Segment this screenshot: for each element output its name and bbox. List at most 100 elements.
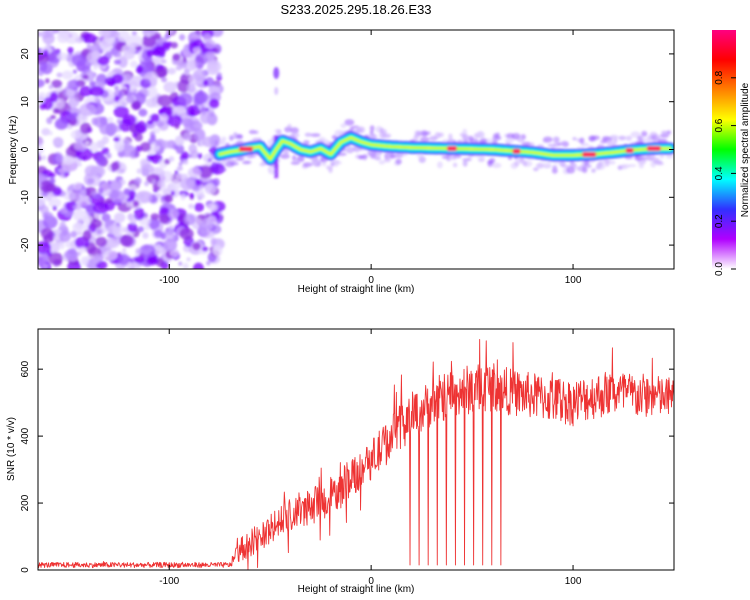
noise-blob	[146, 49, 155, 57]
noise-blob	[139, 244, 156, 258]
noise-blob	[122, 50, 135, 60]
noise-blob	[152, 45, 166, 58]
ridge-halo-speck	[457, 139, 464, 144]
noise-blob	[171, 179, 181, 191]
ridge-halo-speck	[229, 134, 234, 142]
noise-blob	[193, 69, 206, 81]
ridge-halo-speck	[389, 154, 395, 159]
ridge-halo-speck	[242, 160, 251, 165]
ridge-halo-speck	[321, 162, 327, 167]
noise-blob	[175, 172, 183, 180]
colorbar-tick-label: 0.2	[714, 214, 725, 228]
spectrogram-y-tick-label: -20	[20, 237, 31, 252]
ridge-halo-speck	[320, 157, 328, 163]
ridge-halo-speck	[237, 134, 243, 138]
noise-blob	[46, 250, 52, 257]
noise-blob	[172, 59, 177, 65]
noise-blob	[155, 141, 162, 147]
noise-blob	[38, 61, 48, 72]
noise-blob	[114, 142, 125, 153]
noise-blob	[212, 245, 223, 257]
noise-blob	[210, 203, 219, 212]
noise-blob	[120, 234, 134, 247]
ridge-halo-speck	[552, 136, 560, 144]
noise-blob	[168, 209, 179, 221]
ridge-hotspot	[238, 146, 253, 152]
noise-blob	[87, 178, 95, 185]
noise-blob	[186, 83, 196, 93]
colorbar-tick-label: 0.0	[714, 262, 725, 276]
ridge-halo-speck	[374, 156, 381, 161]
noise-blob	[157, 94, 173, 107]
noise-blob	[160, 77, 168, 83]
noise-blob	[64, 249, 78, 260]
noise-blob	[127, 222, 138, 233]
noise-blob	[84, 140, 90, 146]
noise-blob	[59, 221, 66, 229]
noise-blob	[176, 166, 183, 171]
noise-blob	[116, 118, 122, 125]
snr-series-line	[38, 339, 674, 570]
ridge-halo-speck	[419, 137, 430, 142]
snr-y-tick-label: 600	[20, 360, 31, 377]
noise-blob	[104, 76, 116, 86]
spectrogram-ridge	[213, 119, 674, 179]
noise-blob	[79, 103, 97, 116]
noise-blob	[177, 79, 190, 93]
noise-blob	[71, 54, 87, 67]
ridge-halo-speck	[452, 162, 458, 168]
noise-blob	[207, 158, 212, 163]
noise-blob	[131, 31, 137, 36]
noise-blob	[73, 181, 83, 191]
noise-blob	[197, 196, 202, 201]
noise-blob	[113, 212, 126, 223]
noise-blob	[72, 69, 78, 74]
ridge-halo-speck	[638, 163, 645, 169]
noise-blob	[90, 165, 106, 178]
ridge-halo-speck	[579, 137, 585, 145]
noise-blob	[52, 136, 64, 147]
noise-blob	[96, 228, 102, 235]
noise-blob	[77, 195, 91, 207]
noise-blob	[53, 259, 62, 266]
noise-blob	[164, 158, 171, 165]
ridge-halo-speck	[235, 157, 244, 161]
ridge-halo-speck	[400, 152, 408, 157]
noise-blob	[65, 201, 77, 212]
ridge-halo-speck	[378, 160, 386, 165]
noise-blob	[82, 229, 92, 241]
ridge-halo-speck	[535, 163, 542, 169]
noise-blob	[204, 183, 217, 195]
noise-blob	[89, 80, 96, 87]
noise-blob	[166, 114, 183, 127]
noise-blob	[157, 179, 165, 188]
ridge-halo-speck	[658, 138, 668, 144]
ridge-halo-speck	[224, 161, 235, 168]
noise-blob	[150, 134, 156, 140]
noise-blob	[184, 71, 190, 76]
snr-axes: -100 0 100 0 200 400 600	[20, 329, 674, 587]
ridge-halo-speck	[219, 167, 227, 172]
noise-blob	[125, 34, 143, 48]
noise-blob	[89, 85, 105, 97]
noise-blob	[132, 200, 140, 207]
noise-blob	[110, 161, 120, 171]
noise-blob	[94, 116, 106, 128]
noise-blob	[195, 179, 203, 186]
colorbar-ticks: 0.0 0.2 0.4 0.6 0.8	[714, 70, 736, 276]
noise-blob	[106, 50, 113, 57]
noise-blob	[80, 122, 92, 135]
noise-blob	[95, 236, 108, 247]
noise-blob	[183, 213, 196, 226]
ridge-halo-speck	[355, 126, 365, 132]
noise-blob	[128, 184, 138, 192]
ridge-halo-speck	[375, 151, 383, 155]
ridge-halo-speck	[521, 141, 532, 146]
noise-blob	[121, 102, 128, 107]
noise-blob	[126, 262, 141, 269]
noise-blob	[147, 119, 154, 125]
noise-blob	[132, 131, 138, 138]
noise-blob	[147, 217, 160, 230]
figure-title: S233.2025.295.18.26.E33	[280, 2, 431, 17]
spectrogram-x-tick-label: 100	[565, 275, 582, 286]
